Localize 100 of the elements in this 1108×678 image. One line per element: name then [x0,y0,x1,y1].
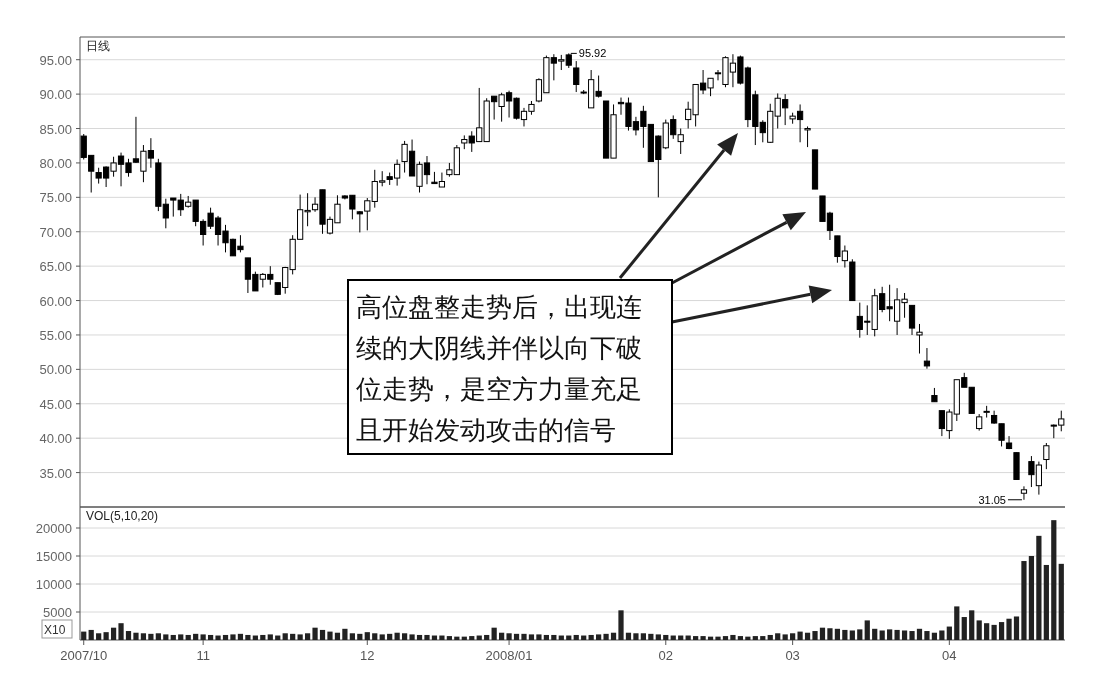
bar [573,634,579,640]
bar [237,633,244,640]
bar [849,630,855,640]
bar [722,636,729,640]
bar [842,629,848,640]
bar [312,627,318,640]
bar [834,628,841,640]
bar [230,634,236,640]
bar [469,636,475,640]
annotation: 高位盘整走势后，出现连续的大阴线并伴以向下破位走势，是空方力量充足且开始发动攻击的信号 [356,293,642,445]
chart-title: 日线 [86,39,110,53]
candlestick [1020,485,1028,501]
bar [663,634,669,640]
bar [387,633,393,640]
bar [887,629,893,640]
bar [640,633,646,640]
bar [730,634,736,640]
bar [163,634,169,640]
bar [148,633,154,640]
bar [625,632,632,640]
bar [379,634,385,640]
bar [416,634,423,640]
bar [946,626,952,640]
y-tick-label: 20000 [35,521,72,536]
bar [372,633,378,640]
bar [446,636,452,640]
bar [327,631,333,640]
bar [655,634,661,640]
bar [282,633,288,640]
bar [1036,535,1042,640]
bar [752,636,758,640]
bar [260,634,266,640]
bar [782,634,788,640]
bar [193,633,199,640]
y-tick-label: 95.00 [39,52,72,68]
y-tick-label: 50.00 [39,362,72,378]
bar [872,628,878,640]
bar [543,634,549,640]
bar [939,630,945,640]
bar [170,634,176,640]
y-tick-label: 85.00 [39,121,72,137]
bar [439,635,445,640]
bar [998,622,1005,640]
bar [648,633,654,640]
bar [200,634,206,640]
bar [222,634,229,640]
bar [103,632,109,640]
bar [499,632,505,640]
bar [879,630,885,640]
bar [864,620,870,640]
bar [790,633,796,640]
bar [961,617,967,640]
y-tick-label: 75.00 [39,190,72,206]
bar [334,632,341,640]
x-tick-label: 04 [942,648,957,663]
bar [894,629,900,640]
candlestick [1043,442,1050,470]
candlestick [923,347,931,370]
y-tick-label: 10000 [35,577,72,592]
bar [1028,556,1035,640]
bar [991,624,997,640]
bar [88,629,94,640]
bar [185,634,191,640]
bar [484,634,490,640]
bar [827,628,833,640]
candlestick [908,304,916,336]
bar [207,634,214,640]
bar [491,627,497,640]
unit-box: X10 [41,619,73,639]
bar [409,634,415,640]
bar [513,633,520,640]
bar [394,632,400,640]
annotation: 31.05 [978,493,1006,506]
bar [804,632,811,640]
bar [551,634,557,640]
bar [96,633,102,640]
bar [976,620,982,640]
bar [319,629,326,640]
bar [737,636,744,640]
bar [215,635,221,640]
bar [924,631,930,640]
bar [133,632,139,640]
bar [297,634,303,640]
bar [528,634,535,640]
bar [349,633,355,640]
bar [342,628,348,640]
chart-title: VOL(5,10,20) [86,509,159,523]
x-tick-label: 2007/10 [60,648,108,663]
bar [901,630,908,640]
y-tick-label: 55.00 [39,327,72,343]
bar [931,632,938,640]
bar [245,634,251,640]
bar [969,610,975,640]
bar [715,636,721,640]
y-tick-label: 35.00 [39,465,72,481]
candlestick [1005,435,1013,450]
y-tick-label: 45.00 [39,396,72,412]
bar [812,631,818,640]
bar [1013,616,1020,640]
x-tick-label: 02 [658,648,674,663]
